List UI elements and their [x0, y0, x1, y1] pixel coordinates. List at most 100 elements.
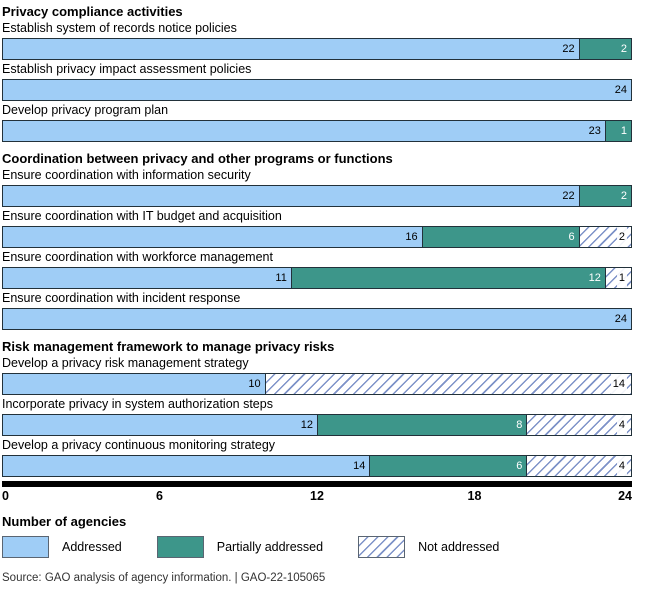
legend-item-not-addressed: Not addressed — [358, 536, 499, 558]
legend-label-addressed: Addressed — [62, 540, 122, 554]
x-axis-tick: 24 — [618, 489, 632, 503]
bar-value-label: 12 — [588, 272, 601, 284]
stacked-bar: 11 12 1 — [2, 267, 632, 289]
bar-segment-addressed: 22 — [3, 186, 579, 206]
x-axis-tick: 12 — [310, 489, 324, 503]
bar-segment-partially-addressed: 6 — [421, 227, 579, 247]
bar-segment-addressed: 24 — [3, 80, 631, 100]
legend: Addressed Partially addressed Not addres… — [2, 536, 632, 558]
bar-segment-partially-addressed: 6 — [369, 456, 527, 476]
x-axis-tick: 18 — [467, 489, 482, 503]
bar-value-label: 11 — [275, 272, 287, 284]
bar-row: Incorporate privacy in system authorizat… — [2, 397, 632, 436]
bar-value-label: 14 — [610, 374, 627, 394]
bar-segment-addressed: 22 — [3, 39, 579, 59]
bar-row: Establish system of records notice polic… — [2, 21, 632, 60]
bar-value-label: 24 — [614, 313, 627, 325]
chart-section: Coordination between privacy and other p… — [2, 151, 632, 330]
bar-value-label: 16 — [405, 231, 418, 243]
section-header: Risk management framework to manage priv… — [2, 339, 335, 354]
bar-value-label: 1 — [616, 268, 627, 288]
bar-segment-not-addressed: 4 — [526, 415, 631, 435]
bar-value-label: 14 — [353, 460, 366, 472]
bar-segment-addressed: 12 — [3, 415, 317, 435]
row-label: Incorporate privacy in system authorizat… — [2, 397, 273, 411]
bar-row: Develop privacy program plan 23 1 — [2, 103, 632, 142]
plot-area: Privacy compliance activities Establish s… — [2, 4, 632, 477]
bar-value-label: 8 — [516, 419, 523, 431]
bar-value-label: 23 — [588, 125, 601, 137]
bar-row: Develop a privacy risk management strate… — [2, 356, 632, 395]
stacked-bar: 14 6 4 — [2, 455, 632, 477]
bar-segment-partially-addressed: 12 — [290, 268, 605, 288]
chart-section: Risk management framework to manage priv… — [2, 339, 632, 477]
x-axis-line — [2, 481, 632, 487]
row-label: Ensure coordination with workforce manag… — [2, 250, 273, 264]
legend-item-addressed: Addressed — [2, 536, 122, 558]
row-label: Establish system of records notice polic… — [2, 21, 237, 35]
bar-value-label: 24 — [614, 84, 627, 96]
bar-segment-not-addressed: 1 — [604, 268, 631, 288]
bar-value-label: 10 — [248, 378, 261, 390]
legend-swatch-addressed-icon — [2, 536, 49, 558]
bar-value-label: 12 — [300, 419, 313, 431]
bar-segment-partially-addressed: 1 — [604, 121, 631, 141]
x-axis-tick: 0 — [2, 489, 9, 503]
bar-row: Establish privacy impact assessment poli… — [2, 62, 632, 101]
section-header: Privacy compliance activities — [2, 4, 183, 19]
bar-segment-addressed: 23 — [3, 121, 605, 141]
bar-value-label: 4 — [616, 456, 627, 476]
bar-segment-not-addressed: 14 — [264, 374, 631, 394]
row-label: Develop a privacy risk management strate… — [2, 356, 249, 370]
stacked-bar: 23 1 — [2, 120, 632, 142]
bar-segment-not-addressed: 4 — [526, 456, 631, 476]
bar-segment-partially-addressed: 2 — [578, 39, 631, 59]
stacked-bar: 22 2 — [2, 185, 632, 207]
bar-value-label: 2 — [620, 43, 627, 55]
stacked-bar: 16 6 2 — [2, 226, 632, 248]
bar-segment-not-addressed: 2 — [578, 227, 631, 247]
section-header: Coordination between privacy and other p… — [2, 151, 393, 166]
bar-segment-addressed: 16 — [3, 227, 422, 247]
row-label: Establish privacy impact assessment poli… — [2, 62, 252, 76]
bar-row: Ensure coordination with information sec… — [2, 168, 632, 207]
legend-swatch-partially-addressed-icon — [156, 536, 204, 558]
bar-value-label: 4 — [616, 415, 627, 435]
row-label: Ensure coordination with information sec… — [2, 168, 251, 182]
chart-section: Privacy compliance activities Establish s… — [2, 4, 632, 142]
row-label: Develop a privacy continuous monitoring … — [2, 438, 276, 452]
bar-segment-addressed: 11 — [3, 268, 291, 288]
source-line: Source: GAO analysis of agency informati… — [2, 572, 326, 584]
bar-value-label: 6 — [568, 231, 575, 243]
bar-value-label: 22 — [562, 190, 575, 202]
bar-value-label: 1 — [620, 125, 627, 137]
legend-swatch-not-addressed-icon — [358, 536, 406, 558]
bar-segment-addressed: 14 — [3, 456, 370, 476]
row-label: Ensure coordination with incident respon… — [2, 291, 241, 305]
legend-label-not-addressed: Not addressed — [418, 540, 500, 554]
x-axis-ticks: 0 6 12 18 24 — [2, 489, 632, 505]
stacked-bar: 24 — [2, 79, 632, 101]
stacked-bar: 10 14 — [2, 373, 632, 395]
bar-row: Ensure coordination with IT budget and a… — [2, 209, 632, 248]
bar-segment-partially-addressed: 2 — [578, 186, 631, 206]
bar-segment-addressed: 24 — [3, 309, 631, 329]
bar-value-label: 2 — [620, 190, 627, 202]
bar-value-label: 22 — [562, 43, 575, 55]
x-axis-label: Number of agencies — [2, 514, 127, 529]
bar-segment-addressed: 10 — [3, 374, 265, 394]
bar-row: Ensure coordination with incident respon… — [2, 291, 632, 330]
row-label: Ensure coordination with IT budget and a… — [2, 209, 282, 223]
bar-row: Develop a privacy continuous monitoring … — [2, 438, 632, 477]
stacked-bar: 24 — [2, 308, 632, 330]
bar-value-label: 6 — [516, 460, 523, 472]
bar-row: Ensure coordination with workforce manag… — [2, 250, 632, 289]
bar-segment-partially-addressed: 8 — [317, 415, 527, 435]
row-label: Develop privacy program plan — [2, 103, 169, 117]
bar-value-label: 2 — [616, 227, 627, 247]
stacked-bar: 22 2 — [2, 38, 632, 60]
gao-stacked-bar-chart: Privacy compliance activities Establish s… — [2, 4, 632, 584]
legend-label-partially-addressed: Partially addressed — [216, 540, 324, 554]
stacked-bar: 12 8 4 — [2, 414, 632, 436]
legend-item-partially-addressed: Partially addressed — [156, 536, 324, 558]
